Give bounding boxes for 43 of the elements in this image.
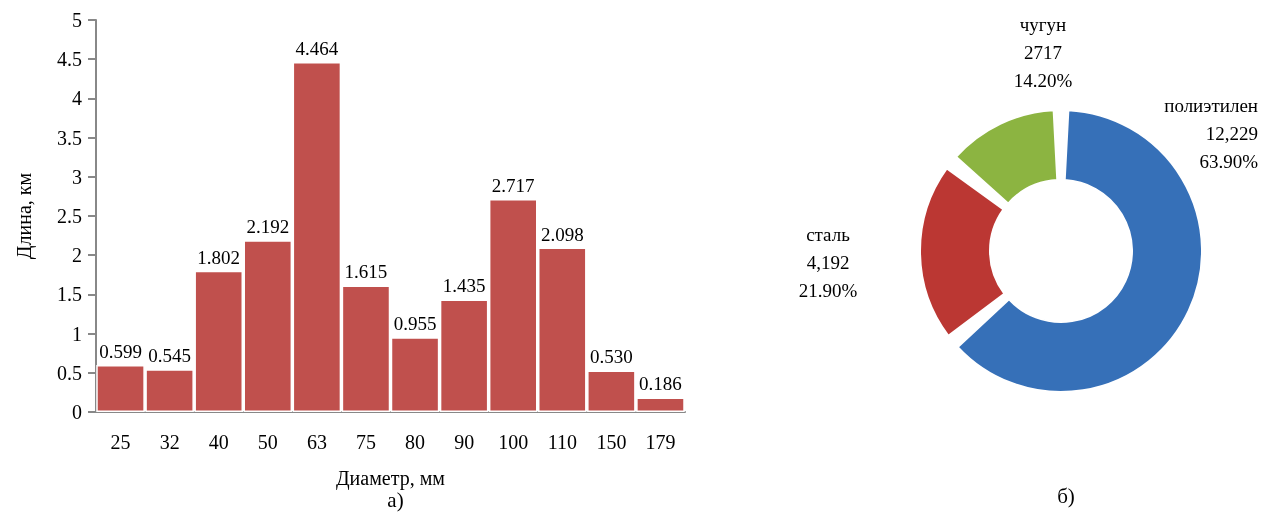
data-label: 0.955 xyxy=(393,313,437,335)
x-tick-label: 25 xyxy=(110,431,131,453)
data-label: 2.098 xyxy=(540,223,584,245)
x-tick-label: 100 xyxy=(498,431,529,453)
y-tick-label: 1 xyxy=(72,322,82,345)
x-tick-label: 50 xyxy=(257,431,278,453)
slice-label: сталь xyxy=(806,223,851,245)
data-label: 4.464 xyxy=(295,38,339,60)
y-tick-label: 5 xyxy=(72,9,82,31)
y-tick-label: 1.5 xyxy=(57,283,82,306)
x-tick-label: 63 xyxy=(306,431,327,453)
slice-label: чугун xyxy=(1019,13,1067,35)
x-tick-label: 75 xyxy=(355,431,376,453)
x-tick-label: 110 xyxy=(547,431,577,453)
data-label: 2.192 xyxy=(246,216,290,238)
x-tick-label: 80 xyxy=(405,431,426,453)
x-tick-label: 90 xyxy=(454,431,475,453)
y-tick-label: 2.5 xyxy=(57,205,82,227)
x-tick-label: 150 xyxy=(596,431,627,453)
data-label: 2.717 xyxy=(491,174,535,196)
data-label: 2717 14.20% xyxy=(1013,41,1073,91)
x-tick-label: 179 xyxy=(645,431,676,453)
x-tick-label: 32 xyxy=(159,431,180,453)
y-tick-label: 2 xyxy=(72,244,82,267)
data-label: 12,229 63.90% xyxy=(1199,122,1259,172)
data-label: 1.615 xyxy=(344,261,388,283)
y-tick-label: 0.5 xyxy=(57,361,82,384)
data-label: 0.545 xyxy=(148,345,191,367)
y-tick-label: 3.5 xyxy=(57,126,82,149)
y-tick-label: 0 xyxy=(72,401,82,423)
data-label: 0.599 xyxy=(99,341,142,363)
data-label: 4,192 21.90% xyxy=(798,251,858,301)
data-label: 0.186 xyxy=(639,373,682,395)
x-tick-label: 40 xyxy=(208,431,229,453)
data-label: 1.802 xyxy=(197,246,241,268)
y-tick-label: 4.5 xyxy=(57,48,82,71)
slice-label: полиэтилен xyxy=(1164,94,1258,116)
data-label: 0.530 xyxy=(590,346,633,368)
text: б) xyxy=(1057,483,1075,508)
y-axis-title: Длина, км xyxy=(13,172,36,260)
y-tick-label: 3 xyxy=(72,165,82,188)
y-tick-label: 4 xyxy=(72,87,82,110)
data-label: 1.435 xyxy=(442,275,486,297)
